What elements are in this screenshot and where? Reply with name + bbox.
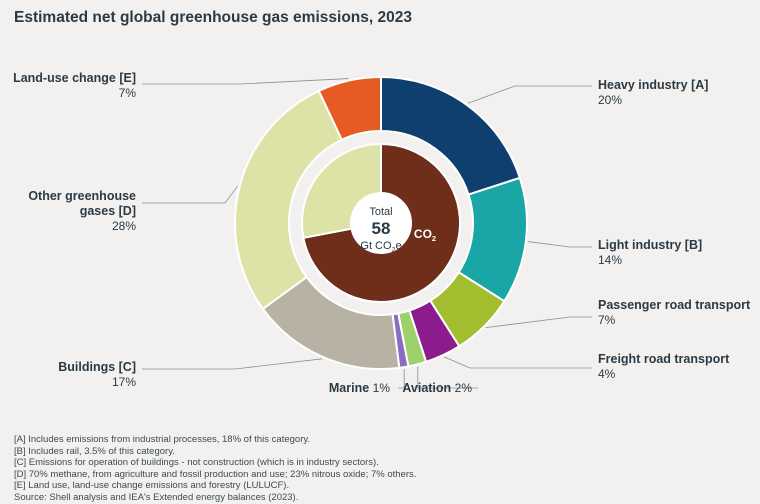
footnote-d: [D] 70% methane, from agriculture and fo… <box>14 468 417 480</box>
label-marine: Marine 1% <box>329 381 390 395</box>
label-name-freight-road-transport: Freight road transport <box>598 352 730 366</box>
leader-land-use-change <box>142 78 349 85</box>
label-value-buildings: 17% <box>112 375 136 389</box>
leader-marine <box>398 369 405 389</box>
outer-ring <box>234 75 528 370</box>
footnote-c: [C] Emissions for operation of buildings… <box>14 457 379 469</box>
leader-other-greenhouse-gases <box>142 185 238 204</box>
label-name-passenger-road-transport: Passenger road transport <box>598 298 751 312</box>
center-total-label: Total <box>369 206 392 218</box>
footnote-a: [A] Includes emissions from industrial p… <box>14 434 311 445</box>
leader-freight-road-transport <box>443 356 592 369</box>
slice-other-greenhouse-gases <box>234 89 344 311</box>
leader-buildings <box>142 358 323 370</box>
footnote-e: [E] Land use, land-use change emissions … <box>14 480 290 492</box>
slice-land-use-change <box>317 75 382 142</box>
label-value-light-industry: 14% <box>598 253 622 267</box>
label-aviation: Aviation 2% <box>402 381 472 395</box>
leader-passenger-road-transport <box>485 316 592 329</box>
leader-aviation <box>417 366 478 389</box>
inner-ring <box>301 142 461 303</box>
co2-label: CO2 <box>414 227 436 243</box>
center-disc <box>351 193 411 253</box>
leader-heavy-industry <box>467 85 592 104</box>
center-total: Total 58 Gt CO2e <box>360 206 401 254</box>
leader-light-industry <box>527 241 592 248</box>
label-name-other-greenhouse-gases-1: Other greenhouse <box>28 189 136 203</box>
label-name-heavy-industry: Heavy industry [A] <box>598 78 708 92</box>
chart-title: Estimated net global greenhouse gas emis… <box>14 9 412 26</box>
label-value-land-use-change: 7% <box>119 86 137 100</box>
label-value-other-greenhouse-gases: 28% <box>112 219 136 233</box>
label-name-other-greenhouse-gases-2: gases [D] <box>80 204 136 218</box>
label-value-passenger-road-transport: 7% <box>598 313 616 327</box>
label-name-buildings: Buildings [C] <box>58 360 136 374</box>
source-note: Source: Shell analysis and IEA's Extende… <box>14 491 299 503</box>
footnotes: [A] Includes emissions from industrial p… <box>14 434 714 504</box>
label-value-freight-road-transport: 4% <box>598 367 616 381</box>
center-total-unit: Gt CO2e <box>360 240 401 254</box>
footnote-b: [B] Includes rail, 3.5% of this category… <box>14 445 175 457</box>
label-name-land-use-change: Land-use change [E] <box>13 71 136 85</box>
label-value-heavy-industry: 20% <box>598 93 622 107</box>
slice-labels: Heavy industry [A]20%Light industry [B]1… <box>13 71 751 395</box>
label-name-light-industry: Light industry [B] <box>598 238 702 252</box>
center-total-value: 58 <box>372 219 391 238</box>
donut-chart: Heavy industry [A]20%Light industry [B]1… <box>13 71 751 395</box>
leader-lines <box>142 78 592 389</box>
